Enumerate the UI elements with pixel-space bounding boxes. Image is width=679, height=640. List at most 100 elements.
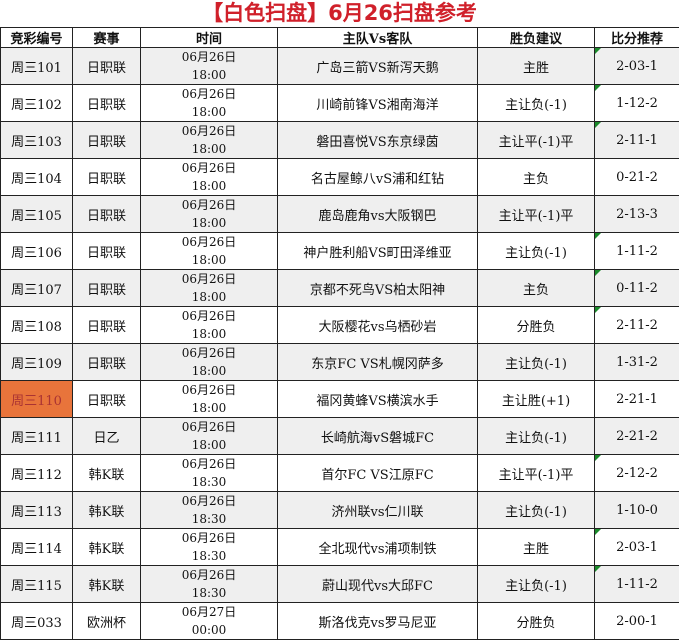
cell-id: 周三101 <box>1 48 73 85</box>
score-text: 1-10-0 <box>616 503 658 518</box>
comment-marker-icon <box>595 270 601 276</box>
cell-score: 0-11-2 <box>595 270 679 307</box>
cell-score: 2-13-3 <box>595 196 679 233</box>
cell-match: 磐田喜悦VS东京绿茵 <box>278 122 478 159</box>
cell-league: 欧洲杯 <box>73 603 141 640</box>
cell-league: 日职联 <box>73 344 141 381</box>
score-text: 0-21-2 <box>616 170 658 185</box>
cell-score: 1-11-2 <box>595 566 679 603</box>
cell-score: 2-11-2 <box>595 307 679 344</box>
score-text: 2-11-2 <box>616 318 658 333</box>
cell-match: 广岛三箭VS新泻天鹅 <box>278 48 478 85</box>
cell-tip: 主让胜(+1) <box>478 381 595 418</box>
header-score: 比分推荐 <box>595 28 679 48</box>
cell-id: 周三112 <box>1 455 73 492</box>
cell-match: 名古屋鲸八vS浦和红钻 <box>278 159 478 196</box>
score-text: 2-00-1 <box>616 614 658 629</box>
header-id: 竞彩编号 <box>1 28 73 48</box>
date-text: 06月26日 <box>141 344 277 362</box>
cell-tip: 主让负(-1) <box>478 418 595 455</box>
cell-league: 日职联 <box>73 159 141 196</box>
time-text: 18:00 <box>141 251 277 269</box>
cell-match: 大阪樱花vs乌栖砂岩 <box>278 307 478 344</box>
time-text: 18:00 <box>141 177 277 195</box>
comment-marker-icon <box>595 85 601 91</box>
cell-tip: 主胜 <box>478 529 595 566</box>
cell-league: 日职联 <box>73 307 141 344</box>
cell-league: 日职联 <box>73 122 141 159</box>
comment-marker-icon <box>595 122 601 128</box>
time-text: 18:30 <box>141 547 277 565</box>
cell-league: 日职联 <box>73 85 141 122</box>
cell-match: 东京FC VS札幌冈萨多 <box>278 344 478 381</box>
cell-id: 周三107 <box>1 270 73 307</box>
cell-league: 日职联 <box>73 196 141 233</box>
cell-score: 2-12-2 <box>595 455 679 492</box>
header-time: 时间 <box>141 28 278 48</box>
cell-league: 韩K联 <box>73 455 141 492</box>
time-text: 00:00 <box>141 621 277 639</box>
score-text: 2-03-1 <box>616 540 658 555</box>
cell-league: 韩K联 <box>73 566 141 603</box>
page-title: 【白色扫盘】6月26扫盘参考 <box>0 0 679 27</box>
cell-match: 斯洛伐克vs罗马尼亚 <box>278 603 478 640</box>
date-text: 06月26日 <box>141 48 277 66</box>
score-text: 2-11-1 <box>616 133 658 148</box>
cell-league: 日职联 <box>73 270 141 307</box>
cell-id: 周三033 <box>1 603 73 640</box>
cell-id: 周三113 <box>1 492 73 529</box>
cell-league: 日职联 <box>73 381 141 418</box>
cell-score: 2-03-1 <box>595 48 679 85</box>
date-text: 06月26日 <box>141 270 277 288</box>
header-tip: 胜负建议 <box>478 28 595 48</box>
time-text: 18:30 <box>141 473 277 491</box>
cell-tip: 分胜负 <box>478 307 595 344</box>
comment-marker-icon <box>595 566 601 572</box>
cell-match: 京都不死鸟VS柏太阳神 <box>278 270 478 307</box>
score-text: 2-13-3 <box>616 207 658 222</box>
cell-id: 周三115 <box>1 566 73 603</box>
date-text: 06月26日 <box>141 455 277 473</box>
cell-tip: 主让负(-1) <box>478 233 595 270</box>
cell-score: 2-03-1 <box>595 529 679 566</box>
cell-tip: 主让负(-1) <box>478 492 595 529</box>
cell-tip: 主让平(-1)平 <box>478 122 595 159</box>
cell-tip: 主让负(-1) <box>478 344 595 381</box>
score-text: 2-12-2 <box>616 466 658 481</box>
time-text: 18:00 <box>141 325 277 343</box>
cell-score: 1-31-2 <box>595 344 679 381</box>
cell-match: 长崎航海vS磐城FC <box>278 418 478 455</box>
header-match: 主队Vs客队 <box>278 28 478 48</box>
score-text: 0-11-2 <box>616 281 658 296</box>
cell-id: 周三111 <box>1 418 73 455</box>
date-text: 06月26日 <box>141 233 277 251</box>
date-text: 06月26日 <box>141 381 277 399</box>
cell-score: 2-21-2 <box>595 418 679 455</box>
cell-match: 鹿岛鹿角vs大阪钢巴 <box>278 196 478 233</box>
comment-marker-icon <box>595 529 601 535</box>
score-text: 1-31-2 <box>616 355 658 370</box>
cell-tip: 主胜 <box>478 48 595 85</box>
score-text: 2-21-2 <box>616 429 658 444</box>
cell-id: 周三109 <box>1 344 73 381</box>
cell-match: 首尔FC VS江原FC <box>278 455 478 492</box>
score-text: 1-11-2 <box>616 244 658 259</box>
